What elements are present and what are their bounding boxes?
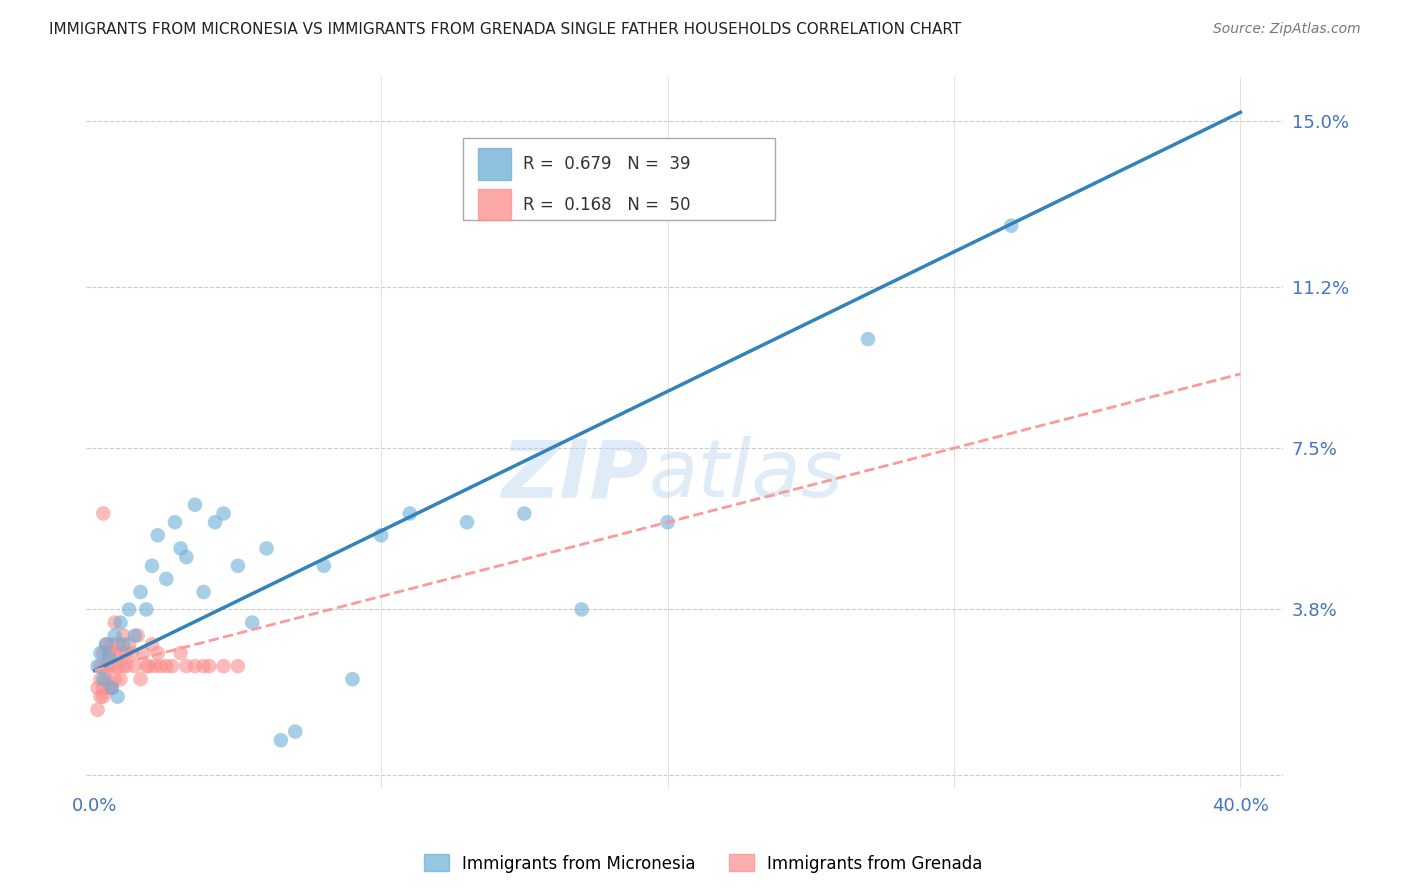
- Point: [96, 672, 118, 686]
- Point: [101, 637, 124, 651]
- Point: [856, 332, 879, 346]
- Point: [98, 650, 121, 665]
- Point: [456, 515, 478, 529]
- Point: [112, 629, 135, 643]
- Point: [141, 637, 163, 651]
- Point: [104, 615, 127, 630]
- Text: Source: ZipAtlas.com: Source: ZipAtlas.com: [1213, 22, 1361, 37]
- Point: [312, 558, 335, 573]
- Point: [86, 659, 108, 673]
- Point: [141, 558, 163, 573]
- Point: [513, 507, 536, 521]
- Point: [571, 602, 593, 616]
- Point: [104, 672, 127, 686]
- Point: [107, 637, 129, 651]
- Point: [204, 515, 226, 529]
- Point: [129, 585, 152, 599]
- Point: [110, 672, 132, 686]
- Point: [91, 690, 114, 704]
- Point: [169, 541, 191, 556]
- Point: [143, 659, 166, 673]
- Point: [270, 733, 292, 747]
- Point: [184, 659, 207, 673]
- Point: [110, 615, 132, 630]
- Point: [146, 528, 169, 542]
- Point: [91, 646, 114, 660]
- Point: [98, 681, 121, 695]
- Point: [86, 681, 108, 695]
- Point: [115, 659, 138, 673]
- Point: [101, 659, 124, 673]
- Point: [91, 507, 114, 521]
- Text: R =  0.168   N =  50: R = 0.168 N = 50: [523, 196, 690, 214]
- Point: [226, 558, 249, 573]
- Point: [86, 703, 108, 717]
- Point: [89, 659, 111, 673]
- Point: [146, 646, 169, 660]
- Point: [98, 659, 121, 673]
- Point: [138, 659, 160, 673]
- Point: [107, 690, 129, 704]
- Point: [226, 659, 249, 673]
- Point: [115, 646, 138, 660]
- Point: [163, 515, 186, 529]
- Point: [184, 498, 207, 512]
- Point: [398, 507, 420, 521]
- Point: [135, 659, 157, 673]
- Point: [155, 572, 177, 586]
- Bar: [478, 189, 512, 220]
- Point: [284, 724, 307, 739]
- Point: [127, 629, 149, 643]
- Point: [132, 646, 155, 660]
- Point: [212, 659, 235, 673]
- Point: [89, 672, 111, 686]
- Point: [155, 659, 177, 673]
- Point: [89, 646, 111, 660]
- Point: [135, 602, 157, 616]
- Point: [1000, 219, 1022, 233]
- Point: [91, 672, 114, 686]
- Point: [176, 659, 198, 673]
- Point: [124, 659, 146, 673]
- Point: [104, 646, 127, 660]
- Point: [129, 672, 152, 686]
- Point: [149, 659, 172, 673]
- Point: [98, 646, 121, 660]
- Point: [160, 659, 183, 673]
- Point: [240, 615, 263, 630]
- Point: [342, 672, 364, 686]
- Point: [112, 659, 135, 673]
- Point: [193, 659, 215, 673]
- Point: [657, 515, 679, 529]
- Point: [96, 637, 118, 651]
- Point: [104, 629, 127, 643]
- Point: [96, 659, 118, 673]
- Point: [193, 585, 215, 599]
- Point: [198, 659, 221, 673]
- Point: [96, 637, 118, 651]
- Point: [110, 646, 132, 660]
- Text: R =  0.679   N =  39: R = 0.679 N = 39: [523, 155, 690, 173]
- FancyBboxPatch shape: [463, 138, 775, 219]
- Point: [121, 646, 143, 660]
- Text: ZIP: ZIP: [502, 436, 648, 515]
- Bar: [478, 148, 512, 179]
- Point: [112, 637, 135, 651]
- Point: [370, 528, 392, 542]
- Text: IMMIGRANTS FROM MICRONESIA VS IMMIGRANTS FROM GRENADA SINGLE FATHER HOUSEHOLDS C: IMMIGRANTS FROM MICRONESIA VS IMMIGRANTS…: [49, 22, 962, 37]
- Point: [101, 681, 124, 695]
- Point: [118, 602, 141, 616]
- Text: atlas: atlas: [648, 436, 844, 515]
- Point: [124, 629, 146, 643]
- Point: [89, 690, 111, 704]
- Legend: Immigrants from Micronesia, Immigrants from Grenada: Immigrants from Micronesia, Immigrants f…: [418, 847, 988, 880]
- Point: [118, 637, 141, 651]
- Point: [212, 507, 235, 521]
- Point: [256, 541, 278, 556]
- Point: [91, 681, 114, 695]
- Point: [169, 646, 191, 660]
- Point: [176, 550, 198, 565]
- Point: [107, 659, 129, 673]
- Point: [101, 681, 124, 695]
